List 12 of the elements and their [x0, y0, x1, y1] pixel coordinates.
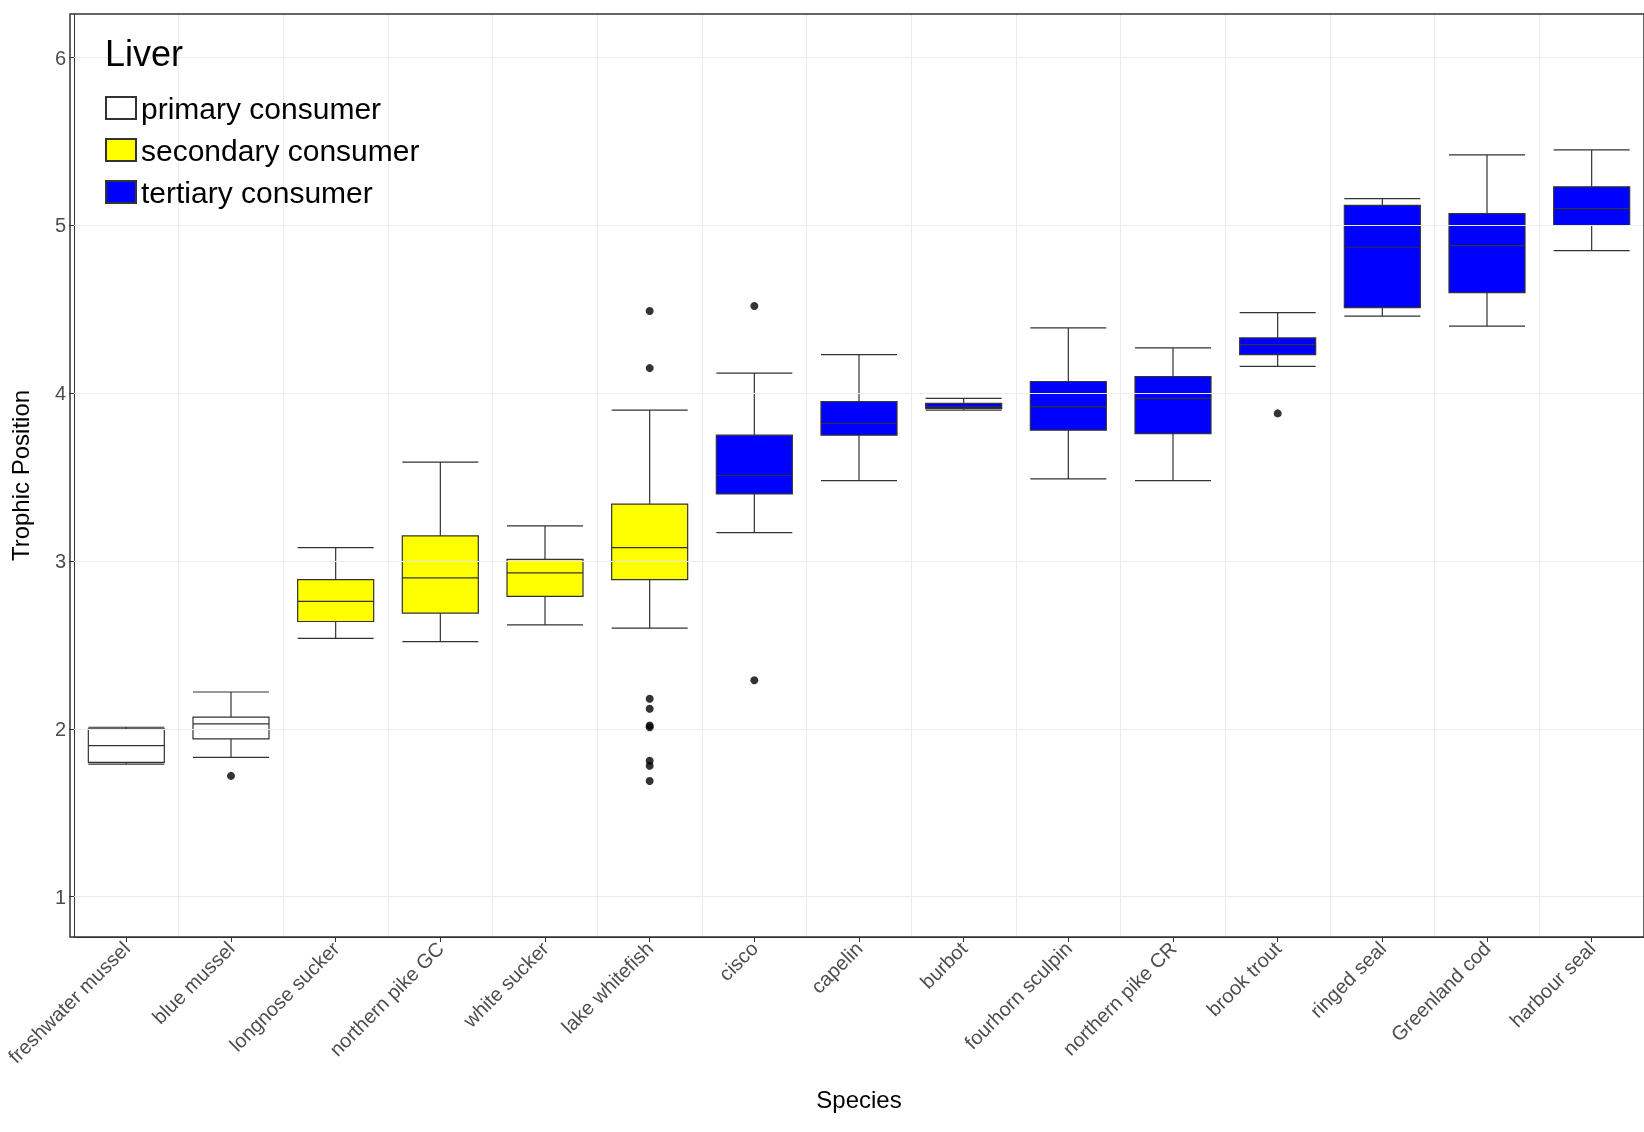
x-axis-title: Species [816, 1085, 902, 1113]
legend-label: secondary consumer [141, 133, 420, 167]
y-tick-label: 4 [54, 382, 66, 405]
y-tick-label: 2 [54, 717, 66, 740]
y-tick-label: 5 [54, 214, 66, 237]
legend-title: Liver [105, 32, 184, 74]
y-axis-title: Trophic Position [6, 389, 34, 562]
y-tick-label: 6 [54, 46, 66, 69]
y-tick-label: 1 [54, 885, 66, 908]
legend-label: tertiary consumer [141, 175, 373, 209]
y-tick-label: 3 [54, 550, 66, 573]
legend-label: primary consumer [141, 91, 382, 125]
